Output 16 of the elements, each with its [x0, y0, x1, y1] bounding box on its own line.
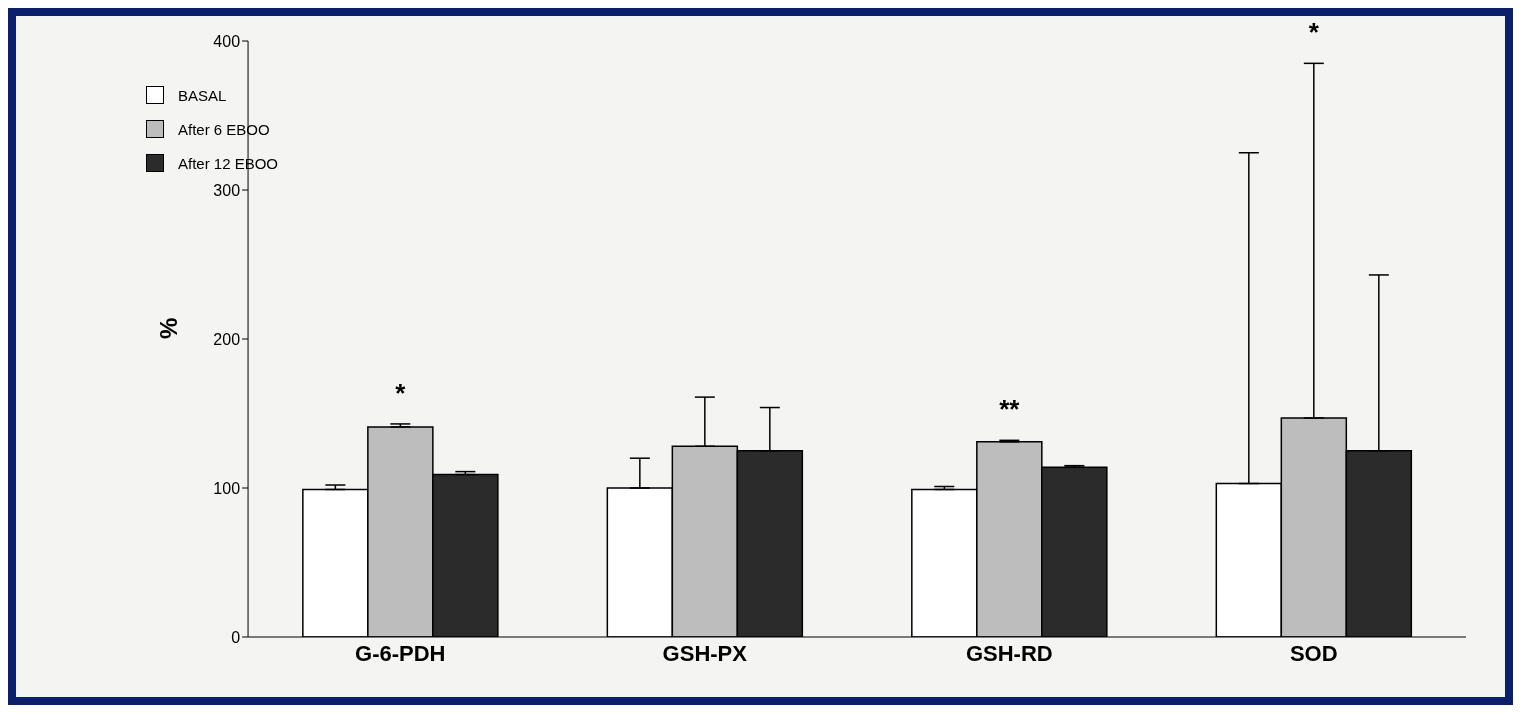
legend-label: After 12 EBOO	[178, 154, 279, 172]
y-tick-label: 200	[213, 330, 241, 348]
y-tick-label: 300	[213, 181, 241, 199]
x-tick-label: G-6-PDH	[355, 640, 446, 666]
y-tick-label: 100	[213, 479, 241, 497]
legend-label: After 6 EBOO	[178, 120, 270, 138]
x-tick-label: SOD	[1289, 640, 1338, 666]
y-tick-label: 0	[231, 628, 241, 646]
annotation: *	[395, 377, 407, 408]
legend-label: BASAL	[178, 86, 227, 104]
y-tick-label: 400	[213, 32, 241, 50]
x-tick-label: GSH-PX	[662, 640, 748, 666]
y-axis-title: %	[154, 317, 182, 339]
annotation: **	[999, 394, 1021, 425]
x-tick-label: GSH-RD	[965, 640, 1053, 666]
annotation: *	[1308, 17, 1320, 48]
